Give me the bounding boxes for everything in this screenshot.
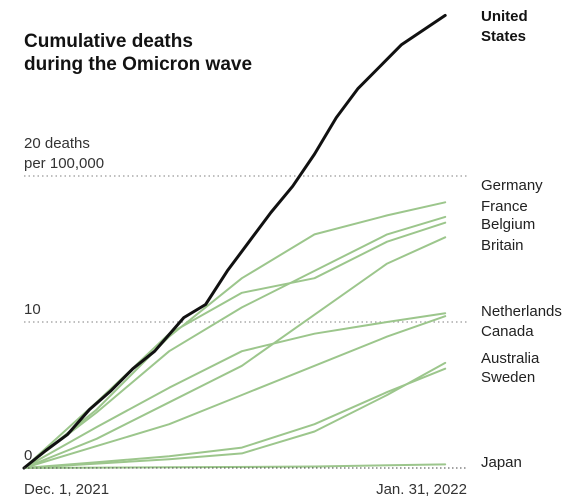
series-label-netherlands: Netherlands	[481, 303, 562, 320]
highlight-series-lines	[22, 13, 447, 470]
y-tick-labels: 20 deaths per 100,000 10 0	[24, 135, 104, 464]
series-label-japan: Japan	[481, 454, 522, 471]
other-series-lines	[23, 201, 447, 469]
series-line-australia	[23, 361, 447, 469]
series-line-netherlands	[23, 312, 447, 469]
y-tick-label: 20 deaths	[24, 135, 90, 152]
y-tick-label: 0	[24, 447, 32, 464]
series-line-germany	[23, 201, 447, 469]
series-label-australia: Australia	[481, 350, 540, 367]
series-line-france	[23, 215, 447, 469]
y-tick-label: per 100,000	[24, 155, 104, 172]
x-tick-label: Dec. 1, 2021	[24, 481, 109, 498]
series-label-britain: Britain	[481, 237, 524, 254]
series-label-canada: Canada	[481, 323, 534, 340]
x-tick-label: Jan. 31, 2022	[376, 481, 467, 498]
y-tick-label: 10	[24, 301, 41, 318]
series-line-britain	[23, 236, 447, 469]
series-line-united-states	[22, 13, 447, 470]
series-label-united-states: United	[481, 8, 528, 25]
x-tick-labels: Dec. 1, 2021 Jan. 31, 2022	[24, 481, 467, 498]
chart-title: Cumulative deaths during the Omicron wav…	[24, 31, 252, 75]
chart-title-line-1: Cumulative deaths	[24, 31, 193, 52]
series-label-germany: Germany	[481, 177, 543, 194]
series-line-canada	[23, 315, 447, 469]
chart-title-line-2: during the Omicron wave	[24, 54, 252, 75]
series-label-united-states: States	[481, 28, 526, 45]
series-label-france: France	[481, 198, 528, 215]
series-label-belgium: Belgium	[481, 216, 535, 233]
series-label-sweden: Sweden	[481, 369, 535, 386]
series-line-sweden	[23, 367, 447, 469]
